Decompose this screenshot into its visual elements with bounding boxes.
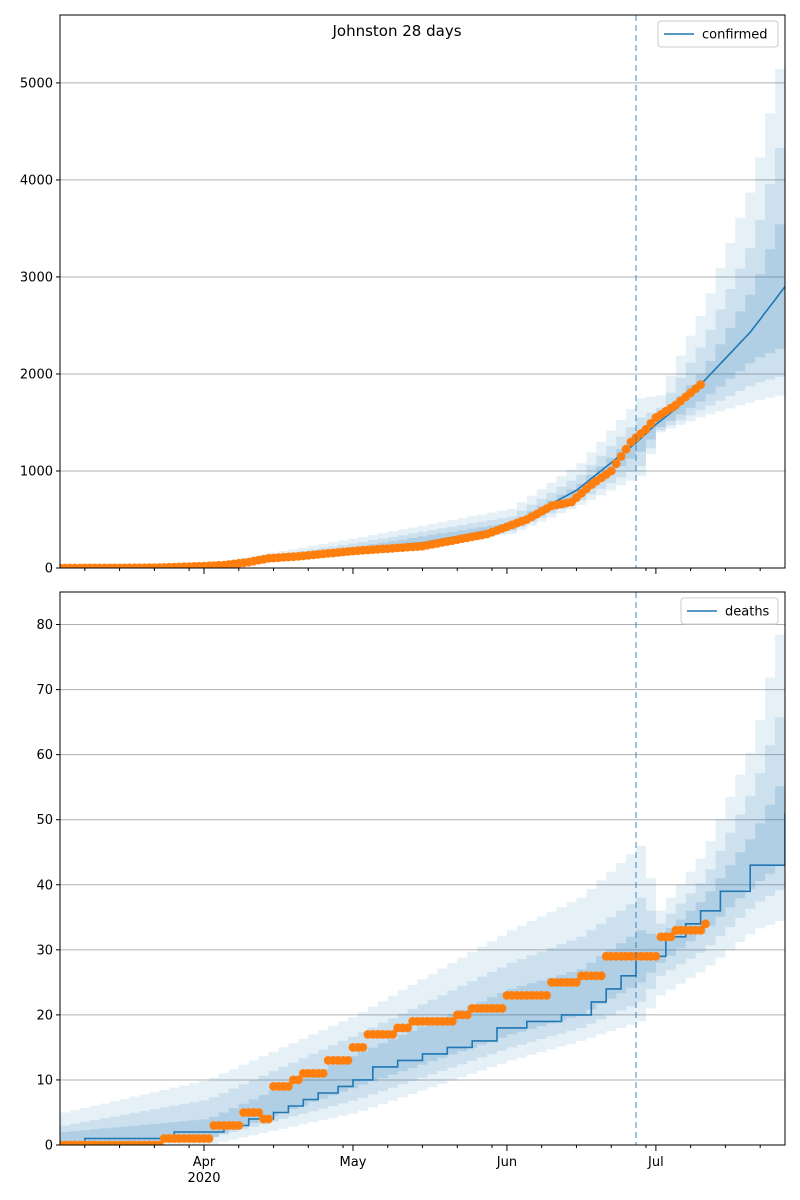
x-tick-label: Apr (193, 1155, 216, 1170)
deaths-y-axis: 0 10 20 30 40 50 60 70 80 (36, 618, 60, 1154)
observed-point (616, 452, 626, 461)
observed-point (666, 932, 676, 942)
observed-point (403, 1023, 412, 1033)
observed-point (204, 1134, 214, 1143)
observed-point (641, 424, 651, 434)
observed-point (651, 951, 661, 961)
y-tick-label: 4000 (20, 173, 53, 188)
x-tick-label: Jul (647, 1155, 664, 1170)
observed-point (696, 380, 705, 389)
y-tick-label: 0 (45, 562, 53, 577)
x-tick-label: Jun (496, 1155, 517, 1170)
observed-point (318, 1069, 328, 1078)
y-tick-label: 20 (36, 1008, 53, 1023)
legend-box (657, 20, 779, 48)
observed-point (542, 991, 551, 1000)
confirmed-legend: confirmed (657, 20, 779, 48)
legend-box (680, 597, 779, 625)
observed-point (284, 1082, 293, 1091)
y-tick-label: 10 (36, 1073, 53, 1088)
deaths-model-line (60, 813, 785, 1145)
y-tick-label: 30 (36, 943, 53, 958)
observed-point (388, 1030, 398, 1039)
deaths-legend: deaths (680, 597, 779, 625)
observed-point (234, 1121, 244, 1130)
y-tick-label: 3000 (20, 270, 53, 285)
confirmed-observed-points (60, 380, 705, 568)
chart-title: Johnston 28 days (331, 22, 461, 40)
x-tick-sublabel: 2020 (187, 1171, 220, 1186)
observed-point (611, 459, 621, 469)
y-tick-label: 80 (36, 618, 53, 633)
y-tick-label: 70 (36, 683, 53, 698)
uncertainty-band-outer (60, 592, 785, 1145)
observed-point (596, 971, 606, 981)
observed-point (343, 1056, 353, 1065)
x-tick-label: May (340, 1155, 367, 1170)
observed-point (606, 466, 616, 476)
y-tick-label: 1000 (20, 464, 53, 479)
observed-point (294, 1075, 303, 1085)
legend-label-deaths: deaths (725, 605, 770, 620)
observed-point (572, 978, 581, 987)
legend-label-confirmed: confirmed (702, 28, 768, 43)
observed-point (701, 919, 710, 929)
observed-point (621, 444, 631, 454)
observed-point (447, 1017, 457, 1026)
confirmed-x-axis (84, 568, 761, 574)
observed-point (462, 1010, 472, 1020)
observed-point (646, 419, 656, 428)
observed-point (696, 925, 705, 935)
observed-point (497, 1004, 507, 1013)
observed-point (254, 1108, 263, 1117)
observed-point (264, 1114, 273, 1124)
confirmed-panel: 0 1000 2000 3000 4000 5000 Johnston 28 days c… (20, 14, 786, 577)
deaths-observed-points (60, 919, 710, 1145)
y-tick-label: 2000 (20, 367, 53, 382)
observed-point (358, 1043, 368, 1052)
y-tick-label: 5000 (20, 76, 53, 91)
y-tick-label: 50 (36, 813, 53, 828)
y-tick-label: 40 (36, 878, 53, 893)
deaths-gridlines (60, 624, 785, 1146)
y-tick-label: 0 (45, 1139, 53, 1154)
confirmed-y-axis: 0 1000 2000 3000 4000 5000 (20, 76, 60, 577)
y-tick-label: 60 (36, 748, 53, 763)
